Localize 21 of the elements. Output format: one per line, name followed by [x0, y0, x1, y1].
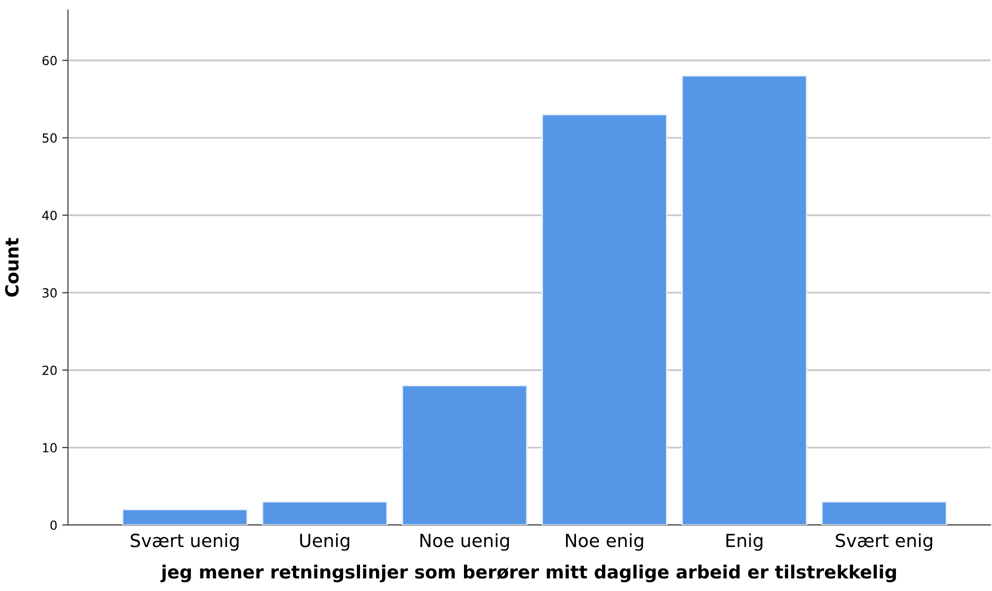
y-tick-label: 30	[42, 288, 57, 298]
y-tick-label: 10	[43, 443, 57, 452]
bar	[262, 501, 388, 525]
x-tick-label: Svært uenig	[130, 533, 239, 551]
bar	[821, 501, 948, 525]
x-tick-label: Enig	[726, 533, 762, 551]
x-tick-label: Noe enig	[566, 533, 644, 551]
x-tick-label: Uenig	[300, 533, 350, 551]
x-tick-label: Noe uenig	[420, 533, 509, 551]
y-tick-label: 20	[42, 366, 57, 376]
x-axis-title: jeg mener retningslinjer som berører mitt daglige arbeid er tilstrekkelig	[160, 564, 896, 582]
y-axis-title: Count	[5, 238, 19, 297]
x-tick-label: Svært enig	[836, 533, 932, 551]
bar	[542, 114, 668, 525]
bar	[402, 384, 528, 525]
bar	[681, 75, 808, 525]
y-tick-label: 0	[50, 520, 57, 530]
bar	[122, 508, 248, 525]
y-tick-label: 50	[42, 133, 57, 143]
y-tick-label: 40	[42, 210, 57, 220]
y-tick-label: 60	[42, 56, 57, 66]
